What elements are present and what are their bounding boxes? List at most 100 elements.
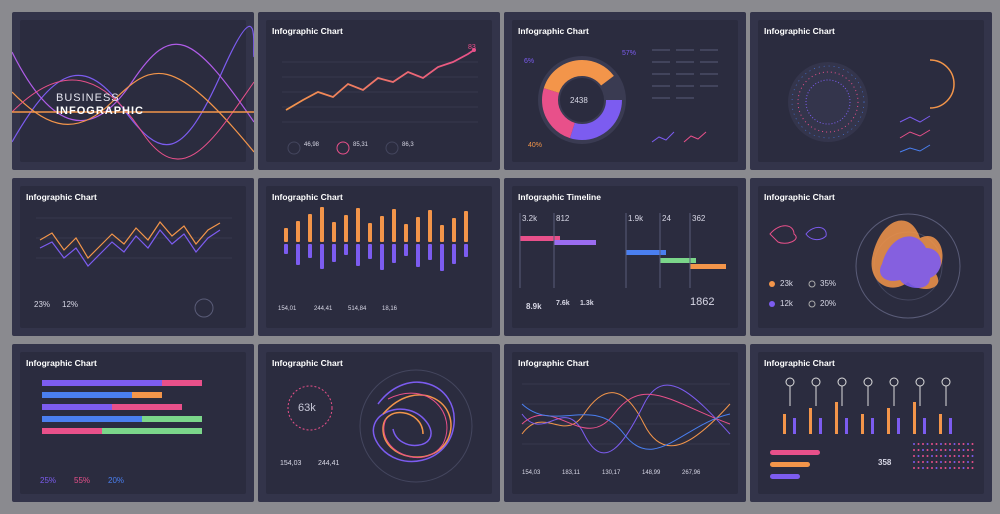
dot — [962, 467, 965, 469]
lollipop-head — [915, 377, 925, 387]
lollipop-bar — [913, 402, 916, 434]
lollipop-bar — [949, 418, 952, 434]
dot — [917, 467, 920, 469]
panel-hbars: Infographic Chart 25% 55% 20% — [12, 344, 254, 502]
dot — [926, 467, 929, 469]
hbar-pct-2: 55% — [74, 476, 91, 485]
vbar-bottom — [320, 244, 324, 269]
dot — [958, 455, 960, 457]
vbar-bottom — [308, 244, 312, 258]
dot — [922, 449, 924, 451]
timeline-svg — [519, 213, 726, 288]
hbar-segment — [162, 380, 202, 386]
line-stat-2: 85,31 — [353, 142, 369, 148]
vbar-bottom — [440, 244, 444, 271]
vbar-top — [392, 209, 396, 242]
wave-stat-4: 148,99 — [642, 470, 661, 476]
vbar-bottom — [344, 244, 348, 255]
vbar-bottom — [332, 244, 336, 262]
timeline-top-3: 1.9k — [628, 214, 644, 223]
vbar-top — [428, 210, 432, 242]
dot — [944, 467, 947, 469]
vbar-bottom — [296, 244, 300, 265]
panel-vbars: Infographic Chart 154,01 244,41 514,84 1… — [258, 178, 500, 336]
vbar-top — [284, 228, 288, 242]
timeline-top-2: 812 — [556, 214, 570, 223]
swirl-center-value: 63k — [298, 402, 316, 414]
timeline-big: 1862 — [690, 296, 715, 308]
panel-swirl: Infographic Chart 63k 154,03 244,41 — [258, 344, 500, 502]
panel-title: Infographic Chart — [272, 192, 343, 202]
dot — [967, 455, 969, 457]
timeline-top-1: 3.2k — [522, 214, 538, 223]
lollipop-bar — [923, 418, 926, 434]
pill-bar — [770, 462, 810, 467]
panel-title: Infographic Chart — [272, 26, 343, 36]
wave-stat-2: 183,11 — [562, 470, 580, 476]
vbar-top — [452, 218, 456, 242]
vbar-bottom — [380, 244, 384, 270]
dot — [940, 461, 942, 463]
dot — [953, 467, 956, 469]
vbar-stat-4: 18,16 — [382, 306, 398, 312]
lollipop-bar — [819, 418, 822, 434]
dot — [949, 467, 951, 469]
dot — [962, 455, 965, 457]
dot — [935, 467, 938, 469]
hbar-segment — [42, 380, 162, 386]
particle-ring-svg — [788, 59, 955, 153]
panel-inner — [20, 186, 246, 328]
dot — [967, 467, 969, 469]
vbar-bottom — [464, 244, 468, 257]
panel-title: Infographic Chart — [272, 358, 343, 368]
donut-pct-right: 57% — [622, 50, 637, 57]
vbar-bottom — [368, 244, 372, 259]
dot — [953, 449, 956, 451]
dot — [913, 467, 915, 469]
swirl-stat-2: 244,41 — [318, 460, 340, 467]
timeline-bottom-2: 7.6k — [556, 300, 570, 307]
panel-cover: BUSINESS INFOGRAPHIC — [12, 12, 254, 170]
timeline-bottom-1: 8.9k — [526, 302, 542, 311]
swirl-stat-1: 154,03 — [280, 460, 302, 467]
panel-title: Infographic Chart — [764, 192, 835, 202]
dot — [913, 449, 915, 451]
vbar-top — [344, 215, 348, 242]
swirl-svg — [287, 369, 473, 483]
lollipop-head — [785, 377, 795, 387]
panel-title: Infographic Chart — [764, 26, 835, 36]
dot — [971, 449, 974, 451]
candle-stat-2: 12% — [62, 300, 79, 309]
vbar-stat-3: 514,84 — [348, 306, 367, 312]
dot — [935, 455, 938, 457]
dot — [935, 443, 938, 445]
line-stat-1: 46,98 — [304, 142, 320, 148]
hbar-pct-3: 20% — [108, 476, 125, 485]
panel-inner — [512, 186, 738, 328]
line-stat-3: 86,3 — [402, 142, 414, 148]
lollipop-head — [863, 377, 873, 387]
vbar-top — [296, 221, 300, 242]
radar-stat-1: 23k — [780, 279, 793, 288]
dot — [940, 455, 942, 457]
lollipop-bar — [939, 414, 942, 434]
dot — [913, 461, 915, 463]
panel-lollipop: Infographic Chart 358 — [750, 344, 992, 502]
panel-title: Infographic Chart — [518, 26, 589, 36]
vbar-top — [416, 217, 420, 242]
dot — [971, 455, 974, 457]
wave-stat-1: 154,03 — [522, 470, 541, 476]
lollipop-head — [889, 377, 899, 387]
lollipop-bar — [897, 418, 900, 434]
vbar-bottom — [452, 244, 456, 264]
dot — [931, 455, 933, 457]
lollipop-bar — [861, 414, 864, 434]
dot — [913, 455, 915, 457]
dot — [967, 461, 969, 463]
hbar-segment — [42, 428, 102, 434]
radar-stat-3: 12k — [780, 299, 793, 308]
lollipop-svg — [770, 377, 974, 479]
vbar-bottom — [428, 244, 432, 260]
panel-title: Infographic Chart — [518, 358, 589, 368]
vbar-top — [440, 225, 444, 242]
